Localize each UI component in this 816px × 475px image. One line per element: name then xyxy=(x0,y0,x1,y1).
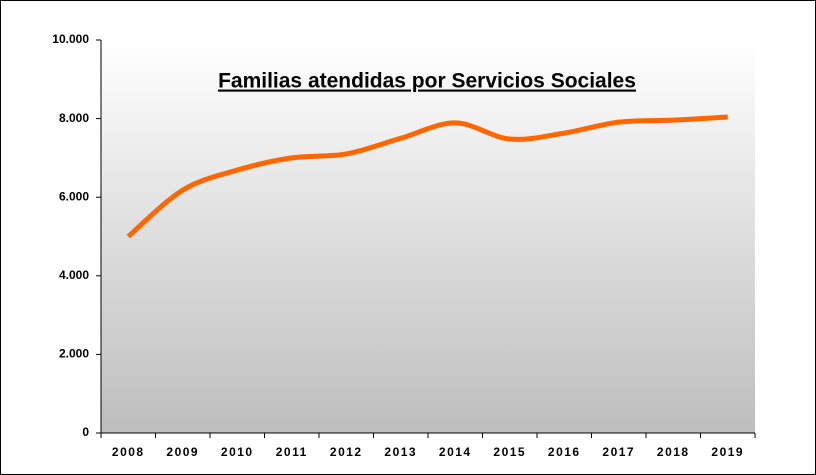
x-tick-label: 2017 xyxy=(602,445,635,459)
y-tick-label: 0 xyxy=(82,425,89,439)
x-tick-label: 2011 xyxy=(276,445,308,459)
y-tick-label: 8.000 xyxy=(59,111,89,125)
x-tick-label: 2010 xyxy=(221,445,254,459)
x-tick-label: 2016 xyxy=(548,445,581,459)
x-tick-label: 2013 xyxy=(384,445,417,459)
y-tick-label: 2.000 xyxy=(59,347,89,361)
x-tick-label: 2008 xyxy=(112,445,145,459)
y-tick-label: 4.000 xyxy=(59,268,89,282)
x-tick-label: 2009 xyxy=(166,445,199,459)
y-tick-label: 10.000 xyxy=(52,32,89,46)
data-line xyxy=(126,114,728,239)
x-tick-label: 2014 xyxy=(439,445,472,459)
y-tick-label: 6.000 xyxy=(59,189,89,203)
x-tick-label: 2018 xyxy=(657,445,690,459)
x-tick-label: 2015 xyxy=(493,445,526,459)
chart-title: Familias atendidas por Servicios Sociale… xyxy=(218,70,636,93)
x-tick-label: 2012 xyxy=(330,445,363,459)
plot-area xyxy=(101,40,755,433)
x-tick-label: 2019 xyxy=(711,445,744,459)
